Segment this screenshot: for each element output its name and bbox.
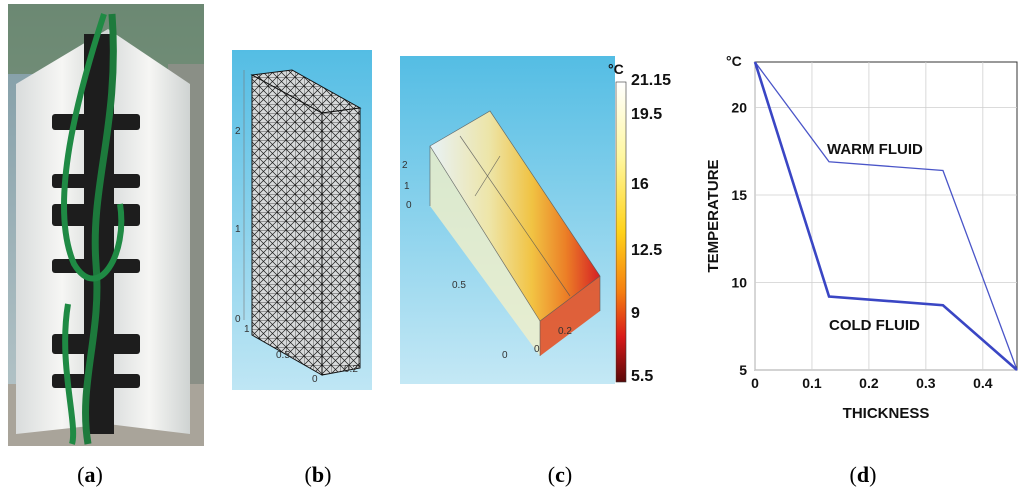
y-tick-label: 15 <box>731 187 747 203</box>
c-width-02: 0.2 <box>558 326 572 337</box>
b-tick-1: 1 <box>235 224 241 235</box>
colorbar-ticks: 21.15 19.5 16 12.5 9 5.5 <box>631 72 691 392</box>
y-axis-label: TEMPERATURE <box>705 159 722 272</box>
mesh-model: 2 1 0 1 0.5 0 0.2 <box>232 50 372 390</box>
colorbar-unit: °C <box>608 61 624 77</box>
b-depth-1: 1 <box>244 324 250 335</box>
panel-d-chart: 0 0.1 0.2 0.3 0.4 20 15 10 5 °C THICKNESS TEMPER… <box>700 40 1024 440</box>
series-group <box>753 61 1018 371</box>
temperature-field: 2 1 0 0.5 0 0 0.2 °C <box>400 56 627 384</box>
caption-a: (a) <box>77 462 103 487</box>
b-tick-2: 2 <box>235 126 241 137</box>
series-line-cold-fluid <box>753 61 1018 371</box>
c-width-0: 0 <box>534 344 540 355</box>
caption-c: (c) <box>547 462 573 487</box>
colorbar-tick: 12.5 <box>631 242 663 259</box>
legend-cold-fluid: COLD FLUID <box>829 317 920 334</box>
b-width-02: 0.2 <box>344 364 358 375</box>
y-unit-label: °C <box>726 53 742 69</box>
c-depth-05: 0.5 <box>452 280 466 291</box>
wall-photo-illustration <box>8 4 204 446</box>
x-axis-label: THICKNESS <box>843 405 930 422</box>
colorbar-tick: 19.5 <box>631 106 663 123</box>
tick-labels: 0 0.1 0.2 0.3 0.4 20 15 10 5 <box>731 100 992 392</box>
series-line-warm-fluid <box>754 61 1018 371</box>
temperature-thickness-chart: 0 0.1 0.2 0.3 0.4 20 15 10 5 °C THICKNESS TEMPER… <box>705 53 1018 422</box>
colorbar-tick: 5.5 <box>631 368 654 385</box>
grid <box>754 62 1017 371</box>
colorbar-tick: 9 <box>631 305 640 322</box>
c-tick-0: 0 <box>406 200 412 211</box>
c-tick-2: 2 <box>402 160 408 171</box>
y-tick-label: 20 <box>731 100 747 116</box>
panel-a-photo <box>8 4 204 446</box>
b-depth-05: 0.5 <box>276 350 290 361</box>
y-tick-label: 10 <box>731 275 747 291</box>
b-depth-0: 0 <box>312 374 318 385</box>
caption-d: (d) <box>849 462 877 487</box>
x-tick-label: 0.4 <box>973 375 993 391</box>
legend-warm-fluid: WARM FLUID <box>827 141 923 158</box>
colorbar <box>615 81 627 383</box>
panel-b-mesh: 2 1 0 1 0.5 0 0.2 <box>232 50 372 390</box>
x-tick-label: 0.1 <box>802 375 822 391</box>
b-tick-0: 0 <box>235 314 241 325</box>
x-tick-label: 0.2 <box>859 375 879 391</box>
caption-b: (b) <box>304 462 332 487</box>
c-tick-1: 1 <box>404 181 410 192</box>
x-tick-label: 0 <box>751 375 759 391</box>
colorbar-tick: 21.15 <box>631 72 672 89</box>
colorbar-tick: 16 <box>631 176 649 193</box>
c-depth-0: 0 <box>502 350 508 361</box>
y-tick-label: 5 <box>739 362 747 378</box>
x-tick-label: 0.3 <box>916 375 936 391</box>
panel-c-temperature: 2 1 0 0.5 0 0 0.2 °C <box>400 56 640 386</box>
